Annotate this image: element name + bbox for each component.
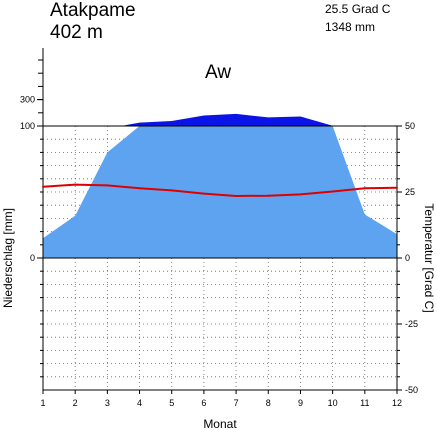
temperature-point bbox=[138, 187, 141, 190]
temperature-point bbox=[331, 190, 334, 193]
x-tick-label: 6 bbox=[201, 398, 206, 408]
temperature-point bbox=[202, 192, 205, 195]
temperature-point bbox=[170, 189, 173, 192]
x-tick-label: 8 bbox=[266, 398, 271, 408]
mean-temperature: 25.5 Grad C bbox=[325, 2, 391, 16]
temperature-point bbox=[74, 183, 77, 186]
climate-class: Aw bbox=[205, 62, 231, 83]
temperature-point bbox=[106, 184, 109, 187]
x-tick-label: 7 bbox=[234, 398, 239, 408]
station-name: Atakpame bbox=[50, 0, 136, 21]
x-tick-label: 11 bbox=[360, 398, 369, 408]
right-tick-label: 0 bbox=[405, 253, 410, 263]
x-tick-label: 1 bbox=[40, 398, 45, 408]
left-tick-label: 0 bbox=[30, 253, 35, 263]
temperature-point bbox=[42, 185, 44, 188]
x-axis-label: Monat bbox=[203, 417, 237, 430]
temperature-series bbox=[42, 183, 398, 197]
right-tick-label: 25 bbox=[405, 187, 415, 197]
station-elevation: 402 m bbox=[50, 22, 103, 43]
annual-precipitation: 1348 mm bbox=[325, 20, 375, 34]
temperature-point bbox=[267, 194, 270, 197]
x-tick-label: 10 bbox=[328, 398, 338, 408]
precipitation-area bbox=[43, 113, 397, 258]
left-tick-label: 300 bbox=[20, 95, 35, 105]
x-tick-label: 2 bbox=[73, 398, 78, 408]
x-tick-label: 9 bbox=[298, 398, 303, 408]
temperature-point bbox=[363, 187, 366, 190]
left-tick-label: 100 bbox=[20, 121, 35, 131]
temperature-line bbox=[42, 183, 398, 197]
x-tick-label: 3 bbox=[105, 398, 110, 408]
right-axis-label: Temperatur [Grad C] bbox=[422, 203, 436, 312]
precipitation-humid-area bbox=[121, 113, 334, 126]
x-tick-label: 5 bbox=[169, 398, 174, 408]
temperature-point bbox=[235, 194, 238, 197]
x-tick-label: 4 bbox=[137, 398, 142, 408]
temperature-point bbox=[299, 193, 302, 196]
right-tick-label: 50 bbox=[405, 121, 415, 131]
precipitation-normal-area bbox=[43, 126, 397, 258]
temperature-point bbox=[396, 186, 398, 189]
right-tick-label: -50 bbox=[405, 385, 418, 395]
x-tick-label: 12 bbox=[392, 398, 402, 408]
left-axis-label: Niederschlag [mm] bbox=[1, 208, 15, 308]
right-tick-label: -25 bbox=[405, 319, 418, 329]
